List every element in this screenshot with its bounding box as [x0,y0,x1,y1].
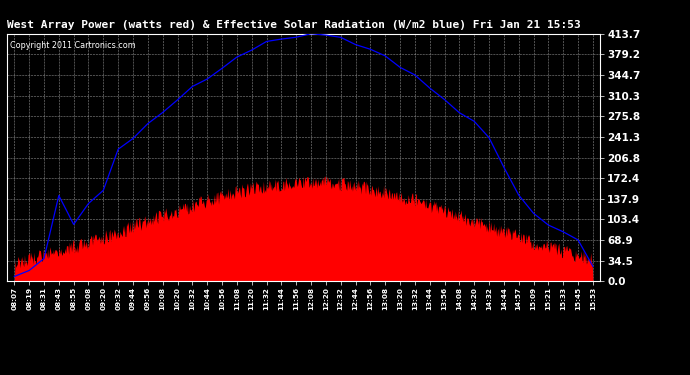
Text: Copyright 2011 Cartronics.com: Copyright 2011 Cartronics.com [10,41,136,50]
Text: West Array Power (watts red) & Effective Solar Radiation (W/m2 blue) Fri Jan 21 : West Array Power (watts red) & Effective… [7,20,581,30]
